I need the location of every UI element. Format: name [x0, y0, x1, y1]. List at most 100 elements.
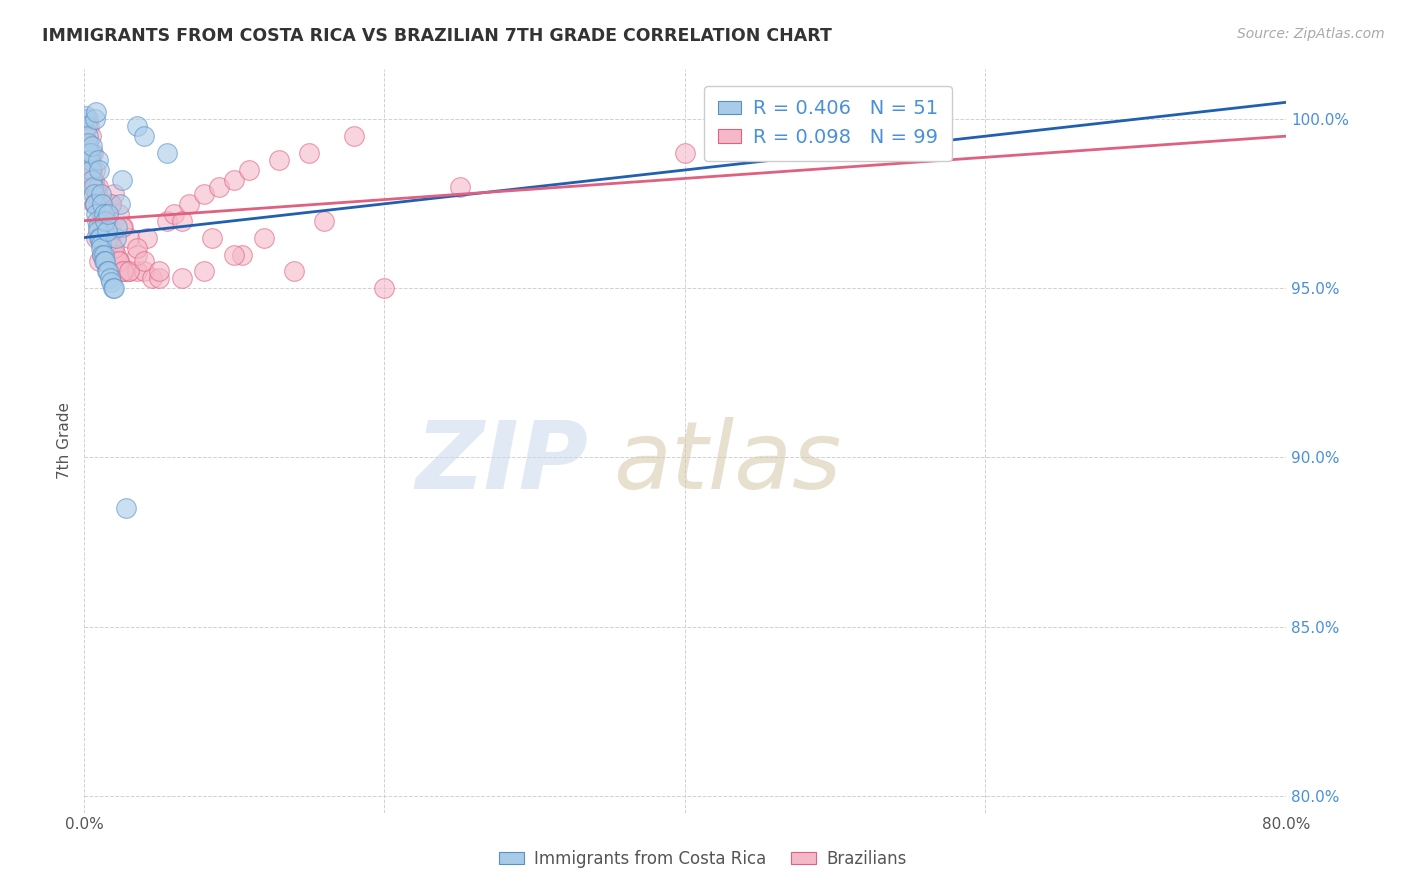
Point — [75, 112, 97, 127]
Point — [77, 119, 100, 133]
Point — [80, 156, 103, 170]
Point — [170, 213, 193, 227]
Point — [77, 146, 100, 161]
Point — [89, 237, 111, 252]
Point — [343, 129, 366, 144]
Point — [94, 220, 117, 235]
Point — [112, 220, 135, 235]
Point — [86, 186, 108, 201]
Point — [100, 196, 122, 211]
Point — [82, 173, 104, 187]
Point — [83, 196, 105, 211]
Point — [298, 146, 321, 161]
Point — [97, 207, 120, 221]
Point — [163, 207, 186, 221]
Point — [118, 264, 141, 278]
Point — [231, 247, 253, 261]
Point — [77, 146, 100, 161]
Point — [156, 146, 179, 161]
Legend: R = 0.406   N = 51, R = 0.098   N = 99: R = 0.406 N = 51, R = 0.098 N = 99 — [704, 86, 952, 161]
Point — [87, 163, 110, 178]
Point — [84, 163, 107, 178]
Point — [373, 281, 395, 295]
Point — [97, 230, 120, 244]
Point — [87, 196, 110, 211]
Point — [98, 230, 121, 244]
Point — [80, 163, 103, 178]
Point — [100, 196, 122, 211]
Point — [148, 264, 170, 278]
Point — [84, 105, 107, 120]
Point — [96, 220, 118, 235]
Point — [929, 112, 952, 127]
Point — [91, 247, 114, 261]
Point — [91, 196, 114, 211]
Point — [108, 196, 131, 211]
Point — [83, 173, 105, 187]
Point — [283, 264, 305, 278]
Point — [80, 163, 103, 178]
Point — [87, 224, 110, 238]
Point — [77, 146, 100, 161]
Point — [98, 271, 121, 285]
Point — [93, 207, 115, 221]
Point — [100, 275, 122, 289]
Point — [224, 173, 246, 187]
Point — [90, 241, 112, 255]
Point — [86, 194, 108, 208]
Point — [97, 207, 120, 221]
Point — [84, 207, 107, 221]
Point — [83, 180, 105, 194]
Point — [105, 220, 128, 235]
Point — [94, 213, 117, 227]
Point — [94, 254, 117, 268]
Point — [84, 230, 107, 244]
Point — [93, 213, 115, 227]
Point — [132, 264, 155, 278]
Point — [83, 196, 105, 211]
Point — [87, 254, 110, 268]
Point — [115, 501, 138, 516]
Point — [97, 230, 120, 244]
Text: atlas: atlas — [613, 417, 841, 508]
Point — [84, 186, 107, 201]
Point — [105, 254, 128, 268]
Point — [83, 186, 105, 201]
Point — [87, 230, 110, 244]
Point — [103, 186, 125, 201]
Point — [82, 163, 104, 178]
Point — [449, 180, 471, 194]
Point — [80, 146, 103, 161]
Point — [94, 213, 117, 227]
Point — [156, 213, 179, 227]
Point — [107, 254, 129, 268]
Point — [148, 271, 170, 285]
Point — [269, 153, 291, 167]
Point — [201, 230, 224, 244]
Point — [107, 207, 129, 221]
Point — [76, 139, 98, 153]
Point — [75, 129, 97, 144]
Point — [110, 220, 132, 235]
Point — [118, 230, 141, 244]
Point — [86, 213, 108, 227]
Point — [89, 196, 111, 211]
Point — [93, 254, 115, 268]
Legend: Immigrants from Costa Rica, Brazilians: Immigrants from Costa Rica, Brazilians — [492, 844, 914, 875]
Point — [76, 119, 98, 133]
Point — [224, 247, 246, 261]
Point — [125, 119, 148, 133]
Point — [179, 196, 201, 211]
Point — [96, 213, 118, 227]
Point — [208, 180, 231, 194]
Point — [193, 264, 215, 278]
Point — [84, 180, 107, 194]
Point — [107, 254, 129, 268]
Point — [86, 220, 108, 235]
Point — [101, 281, 124, 295]
Point — [76, 129, 98, 144]
Point — [93, 230, 115, 244]
Point — [82, 146, 104, 161]
Point — [96, 224, 118, 238]
Point — [103, 241, 125, 255]
